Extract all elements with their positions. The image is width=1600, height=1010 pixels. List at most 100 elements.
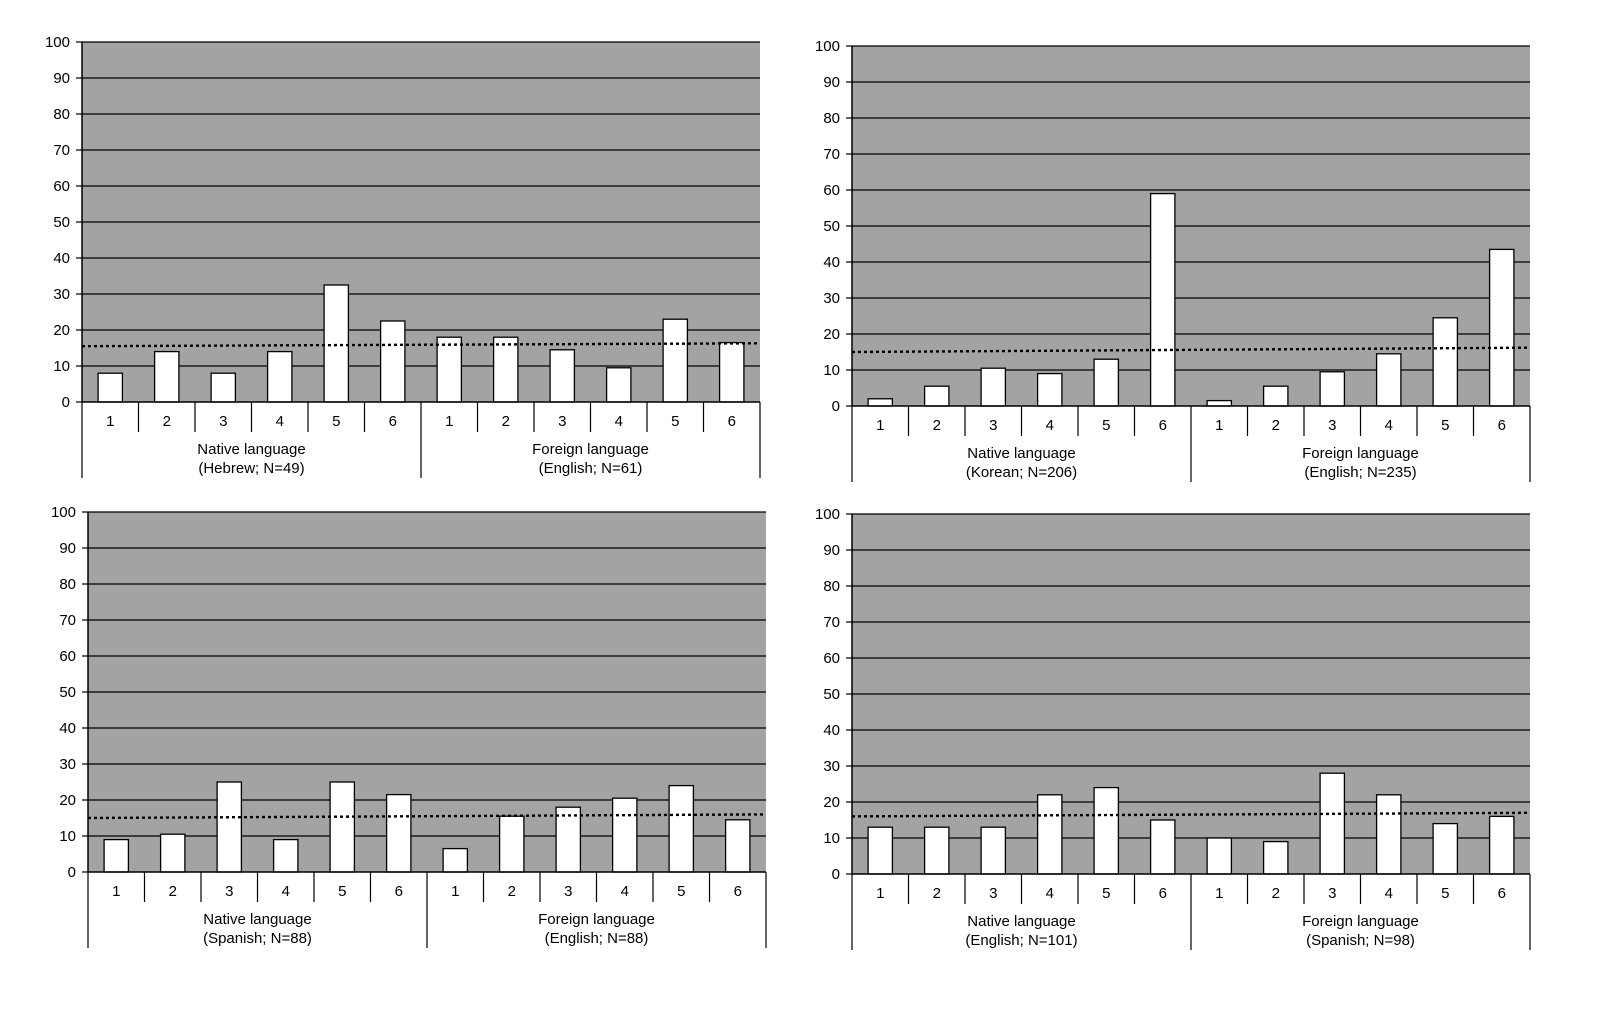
bar-native-1: [867, 826, 894, 875]
group-label-sample: (English; N=88): [545, 930, 649, 947]
y-tick-label: 60: [823, 650, 840, 667]
bar-foreign-1: [436, 336, 463, 403]
y-tick-label: 20: [53, 322, 70, 339]
y-tick-label: 0: [832, 398, 840, 415]
bar-native-1: [103, 838, 130, 873]
x-tick-label: 3: [564, 883, 572, 900]
group-label-title: Foreign language: [1302, 445, 1419, 462]
bar-foreign-3: [1319, 371, 1346, 407]
bar-native-5: [329, 781, 356, 873]
bar-foreign-4: [611, 797, 638, 873]
y-tick-label: 70: [53, 142, 70, 159]
chart-panel-2: 0 10 20 30 40 50 60 70 80 90 100 1 2 3 4 5 6 1 2 3 4 5 6 Native…: [815, 38, 1531, 482]
group-label-sample: (Korean; N=206): [966, 464, 1077, 481]
x-tick-label: 5: [671, 413, 679, 430]
y-tick-label: 90: [59, 540, 76, 557]
bar-native-3: [210, 372, 237, 403]
x-tick-label: 4: [1385, 885, 1393, 902]
x-tick-label: 2: [1272, 417, 1280, 434]
group-label-sample: (English; N=235): [1304, 464, 1416, 481]
y-tick-label: 20: [823, 794, 840, 811]
group-label-sample: (English; N=61): [539, 460, 643, 477]
y-tick-label: 40: [59, 720, 76, 737]
x-tick-label: 6: [1498, 417, 1506, 434]
bar-foreign-6: [1488, 815, 1515, 875]
x-tick-label: 1: [1215, 885, 1223, 902]
bar-foreign-6: [724, 819, 751, 873]
x-tick-label: 2: [502, 413, 510, 430]
bar-foreign-5: [662, 318, 689, 403]
x-tick-label: 4: [276, 413, 284, 430]
bar-foreign-4: [1375, 353, 1402, 407]
y-tick-label: 30: [823, 290, 840, 307]
bar-native-5: [323, 284, 350, 403]
x-tick-label: 4: [282, 883, 290, 900]
y-tick-label: 50: [53, 214, 70, 231]
x-tick-label: 6: [728, 413, 736, 430]
reference-line: [87, 813, 767, 820]
y-tick-label: 100: [815, 506, 840, 523]
bar-native-4: [272, 838, 299, 873]
y-tick-label: 40: [823, 254, 840, 271]
group-label-title: Native language: [203, 911, 311, 928]
x-tick-label: 3: [989, 417, 997, 434]
x-tick-label: 4: [1385, 417, 1393, 434]
x-tick-label: 2: [163, 413, 171, 430]
group-label-sample: (Spanish; N=88): [203, 930, 312, 947]
bar-foreign-1: [1206, 837, 1233, 875]
y-tick-label: 60: [823, 182, 840, 199]
group-label-title: Native language: [967, 913, 1075, 930]
x-tick-label: 4: [615, 413, 623, 430]
y-tick-label: 70: [823, 146, 840, 163]
y-tick-label: 60: [53, 178, 70, 195]
x-tick-label: 3: [219, 413, 227, 430]
bar-foreign-5: [1432, 822, 1459, 875]
bar-foreign-3: [1319, 772, 1346, 875]
y-tick-label: 80: [53, 106, 70, 123]
y-tick-label: 50: [59, 684, 76, 701]
x-tick-label: 1: [445, 413, 453, 430]
y-tick-label: 20: [823, 326, 840, 343]
y-tick-label: 100: [45, 34, 70, 51]
y-tick-label: 50: [823, 686, 840, 703]
group-label-title: Foreign language: [1302, 913, 1419, 930]
y-tick-label: 10: [823, 830, 840, 847]
bar-native-2: [923, 826, 950, 875]
x-tick-label: 5: [1102, 885, 1110, 902]
bar-foreign-2: [1262, 385, 1289, 407]
bar-foreign-4: [1375, 794, 1402, 875]
bar-foreign-3: [555, 806, 582, 873]
x-tick-label: 6: [395, 883, 403, 900]
x-tick-label: 6: [734, 883, 742, 900]
x-tick-label: 6: [1159, 417, 1167, 434]
bar-native-1: [867, 398, 894, 407]
x-tick-label: 2: [508, 883, 516, 900]
y-tick-label: 10: [59, 828, 76, 845]
x-tick-label: 1: [876, 417, 884, 434]
x-tick-label: 5: [1441, 417, 1449, 434]
bar-foreign-2: [498, 815, 525, 873]
y-tick-label: 20: [59, 792, 76, 809]
y-tick-label: 30: [59, 756, 76, 773]
x-tick-label: 4: [1046, 417, 1054, 434]
reference-line: [851, 811, 1531, 818]
bar-native-3: [216, 781, 243, 873]
x-tick-label: 5: [332, 413, 340, 430]
bar-native-4: [1036, 794, 1063, 875]
x-tick-label: 4: [621, 883, 629, 900]
group-label-title: Native language: [197, 441, 305, 458]
x-tick-label: 1: [1215, 417, 1223, 434]
bar-native-6: [379, 320, 406, 403]
y-tick-label: 70: [59, 612, 76, 629]
x-tick-label: 3: [225, 883, 233, 900]
x-tick-label: 4: [1046, 885, 1054, 902]
reference-line: [81, 342, 761, 348]
group-label-title: Foreign language: [538, 911, 655, 928]
x-tick-label: 3: [558, 413, 566, 430]
x-tick-label: 1: [876, 885, 884, 902]
y-tick-label: 60: [59, 648, 76, 665]
bar-foreign-2: [492, 336, 519, 403]
group-label-sample: (Hebrew; N=49): [198, 460, 304, 477]
x-tick-label: 5: [1102, 417, 1110, 434]
x-tick-label: 3: [1328, 885, 1336, 902]
